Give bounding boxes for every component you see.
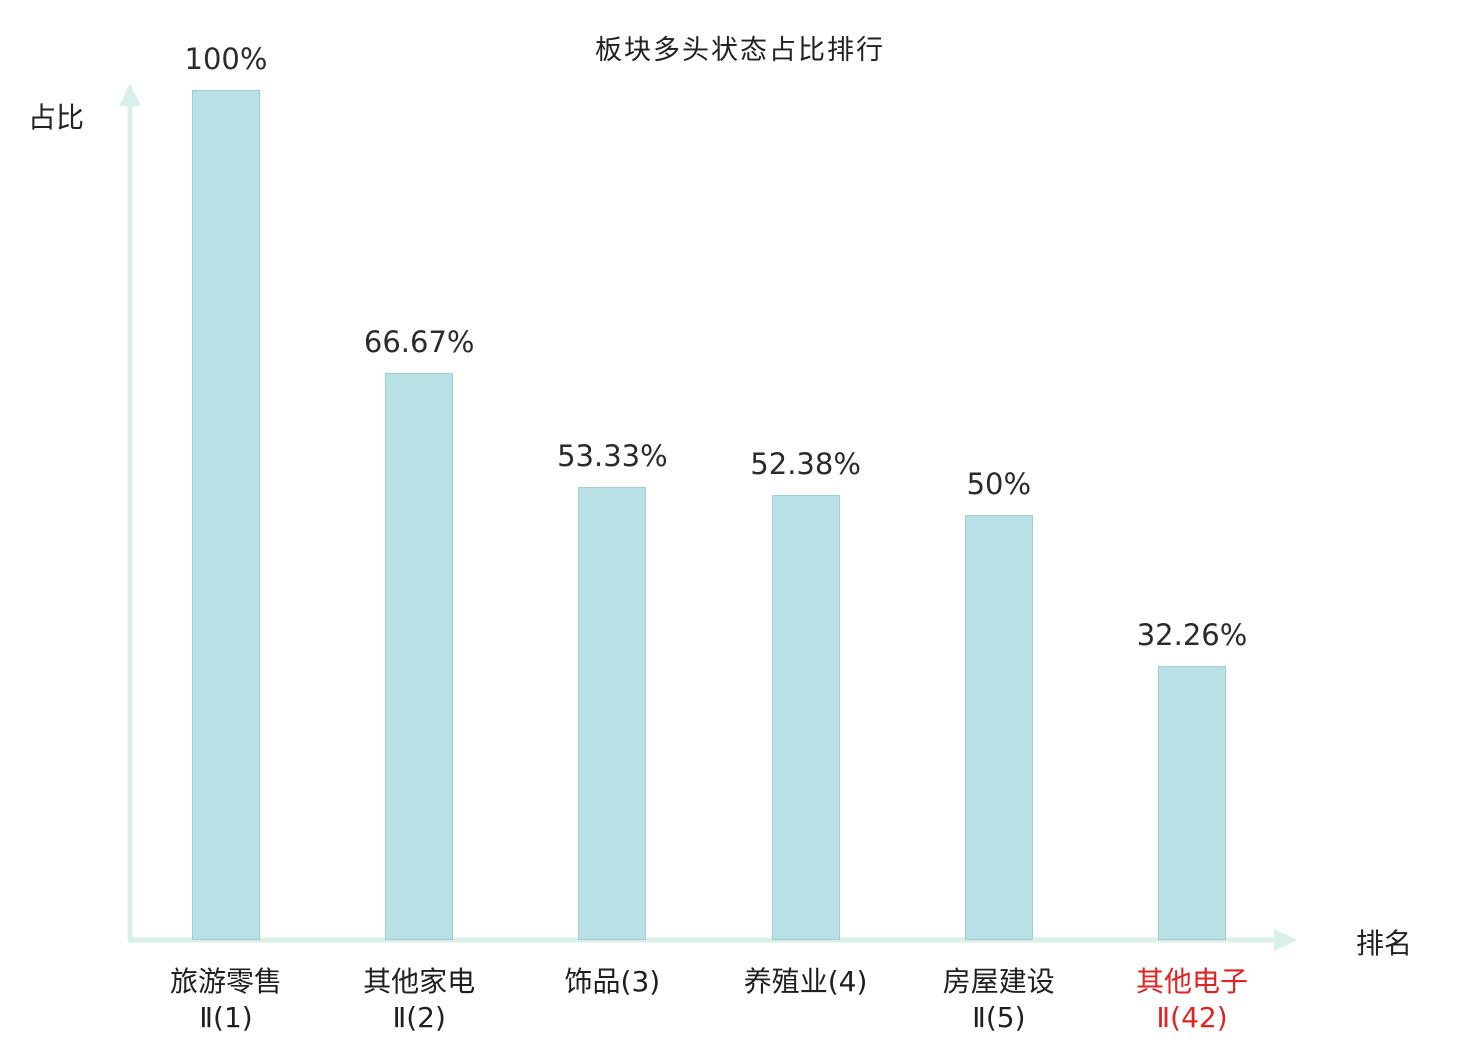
bar-value-label: 53.33% [557, 438, 668, 473]
bar [385, 373, 454, 940]
bar-category-line2: Ⅱ(1) [199, 1001, 253, 1034]
bar [192, 90, 260, 940]
bar [1158, 665, 1226, 940]
bar-value-label: 32.26% [1136, 617, 1248, 652]
y-axis-arrow-icon [119, 83, 141, 106]
bar-category-label: 饰品(3) [492, 964, 732, 1000]
bar-value-label: 50% [966, 467, 1032, 501]
bar-category-line1: 其他家电 [363, 965, 476, 998]
bar-category-label: 养殖业(4) [686, 964, 926, 1000]
bar-category-line1: 旅游零售 [169, 965, 282, 998]
chart-title: 板块多头状态占比排行 [595, 35, 885, 66]
y-axis-label: 占比 [28, 101, 85, 134]
bar-category-line1: 养殖业(4) [743, 965, 868, 998]
bar-category-line1: 房屋建设 [942, 965, 1055, 998]
bar [964, 515, 1033, 940]
bar-category-line1: 饰品(3) [564, 965, 661, 998]
bar [578, 486, 647, 940]
bar-category-label: 其他电子 Ⅱ(42) [1072, 964, 1312, 1036]
bar-category-label: 其他家电 Ⅱ(2) [299, 964, 539, 1036]
bar-category-line1: 其他电子 [1135, 965, 1248, 998]
bar-category-line2: Ⅱ(2) [392, 1001, 446, 1034]
bar-category-label: 旅游零售 Ⅱ(1) [106, 964, 346, 1036]
bar-value-label: 66.67% [363, 325, 475, 360]
bar-value-label: 52.38% [750, 446, 861, 481]
bar-category-label: 房屋建设 Ⅱ(5) [879, 964, 1119, 1036]
bar-category-line2: Ⅱ(5) [972, 1001, 1026, 1034]
bar-value-label: 100% [184, 42, 268, 76]
bar-category-line2: Ⅱ(42) [1156, 1001, 1228, 1034]
x-axis-arrow-icon [1274, 929, 1297, 951]
bar [771, 494, 840, 940]
x-axis-label: 排名 [1356, 927, 1413, 960]
